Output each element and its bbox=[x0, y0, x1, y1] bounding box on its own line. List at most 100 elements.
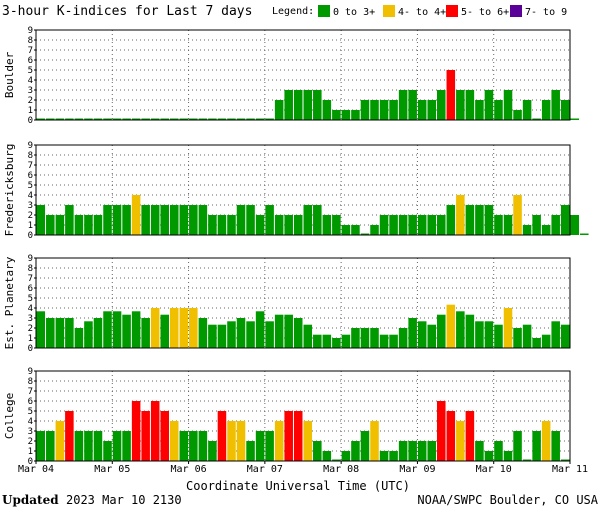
bar bbox=[150, 401, 160, 461]
panel-label-fredericksburg: Fredericksburg bbox=[3, 144, 16, 237]
bar bbox=[532, 118, 541, 120]
y-tick-label: 4 bbox=[28, 417, 33, 427]
bar bbox=[284, 215, 293, 235]
bar bbox=[236, 205, 246, 235]
bar bbox=[541, 100, 551, 120]
bar bbox=[141, 318, 150, 348]
bar bbox=[189, 308, 198, 348]
bar bbox=[513, 110, 522, 120]
bar bbox=[103, 311, 112, 348]
bar bbox=[303, 324, 313, 348]
bar bbox=[103, 441, 112, 461]
bar bbox=[284, 314, 293, 348]
x-tick-label: Mar 11 bbox=[552, 464, 588, 475]
bar bbox=[456, 421, 465, 461]
bar bbox=[532, 215, 541, 235]
bar bbox=[465, 205, 475, 235]
bar bbox=[112, 311, 122, 348]
bar bbox=[532, 431, 541, 461]
bar bbox=[484, 321, 494, 348]
bar bbox=[227, 421, 236, 461]
bar bbox=[313, 334, 322, 348]
y-tick-label: 3 bbox=[28, 201, 33, 211]
y-tick-label: 2 bbox=[28, 211, 33, 221]
bar bbox=[322, 451, 332, 461]
bar bbox=[465, 411, 475, 461]
x-tick-label: Mar 07 bbox=[247, 464, 283, 475]
bar bbox=[503, 90, 513, 120]
bar bbox=[255, 431, 265, 461]
updated-label: Updated bbox=[2, 493, 59, 507]
bar bbox=[112, 431, 122, 461]
bar bbox=[179, 308, 189, 348]
bar bbox=[93, 118, 103, 120]
y-tick-label: 4 bbox=[28, 304, 33, 314]
bar bbox=[208, 215, 217, 235]
bar bbox=[541, 225, 551, 235]
bar bbox=[122, 205, 131, 235]
bar bbox=[274, 215, 284, 235]
bar bbox=[551, 215, 560, 235]
bar bbox=[360, 233, 370, 235]
bar bbox=[65, 205, 74, 235]
bar bbox=[246, 118, 255, 120]
y-tick-label: 1 bbox=[28, 106, 33, 116]
bar bbox=[551, 431, 560, 461]
bar bbox=[370, 328, 379, 348]
bar bbox=[198, 318, 208, 348]
bar bbox=[351, 225, 360, 235]
x-tick-label: Mar 09 bbox=[399, 464, 435, 475]
bar bbox=[494, 441, 503, 461]
bar bbox=[198, 205, 208, 235]
bar bbox=[351, 328, 360, 348]
bar bbox=[522, 459, 532, 461]
x-axis-label: Coordinate Universal Time (UTC) bbox=[186, 479, 410, 493]
y-tick-label: 3 bbox=[28, 427, 33, 437]
bar bbox=[427, 215, 436, 235]
bar bbox=[131, 401, 141, 461]
bar bbox=[217, 324, 227, 348]
bar bbox=[332, 338, 341, 348]
y-tick-label: 5 bbox=[28, 407, 33, 417]
y-tick-label: 6 bbox=[28, 56, 33, 66]
y-tick-label: 0 bbox=[28, 116, 33, 126]
bar bbox=[217, 215, 227, 235]
bar bbox=[522, 225, 532, 235]
bar bbox=[141, 411, 150, 461]
bar bbox=[265, 205, 274, 235]
bar bbox=[389, 215, 398, 235]
y-tick-label: 5 bbox=[28, 66, 33, 76]
bar bbox=[322, 215, 332, 235]
bar bbox=[522, 324, 532, 348]
bar bbox=[217, 411, 227, 461]
bar bbox=[255, 215, 265, 235]
bar bbox=[570, 215, 580, 235]
y-tick-label: 6 bbox=[28, 171, 33, 181]
bar bbox=[322, 334, 332, 348]
bar bbox=[189, 205, 198, 235]
bar bbox=[560, 324, 570, 348]
bar bbox=[36, 205, 46, 235]
bar bbox=[293, 90, 303, 120]
bar bbox=[360, 431, 370, 461]
y-tick-label: 3 bbox=[28, 86, 33, 96]
y-tick-label: 2 bbox=[28, 437, 33, 447]
bar bbox=[93, 215, 103, 235]
bar bbox=[408, 215, 417, 235]
bar bbox=[475, 321, 484, 348]
y-tick-label: 0 bbox=[28, 344, 33, 354]
bar bbox=[513, 328, 522, 348]
bar bbox=[446, 70, 456, 120]
bar bbox=[170, 421, 179, 461]
bar bbox=[494, 100, 503, 120]
bar bbox=[446, 205, 456, 235]
bar bbox=[74, 328, 84, 348]
bar bbox=[112, 118, 122, 120]
y-tick-label: 8 bbox=[28, 377, 33, 387]
bar bbox=[513, 431, 522, 461]
bar bbox=[351, 110, 360, 120]
bar bbox=[208, 441, 217, 461]
bar bbox=[475, 441, 484, 461]
bar bbox=[417, 441, 427, 461]
